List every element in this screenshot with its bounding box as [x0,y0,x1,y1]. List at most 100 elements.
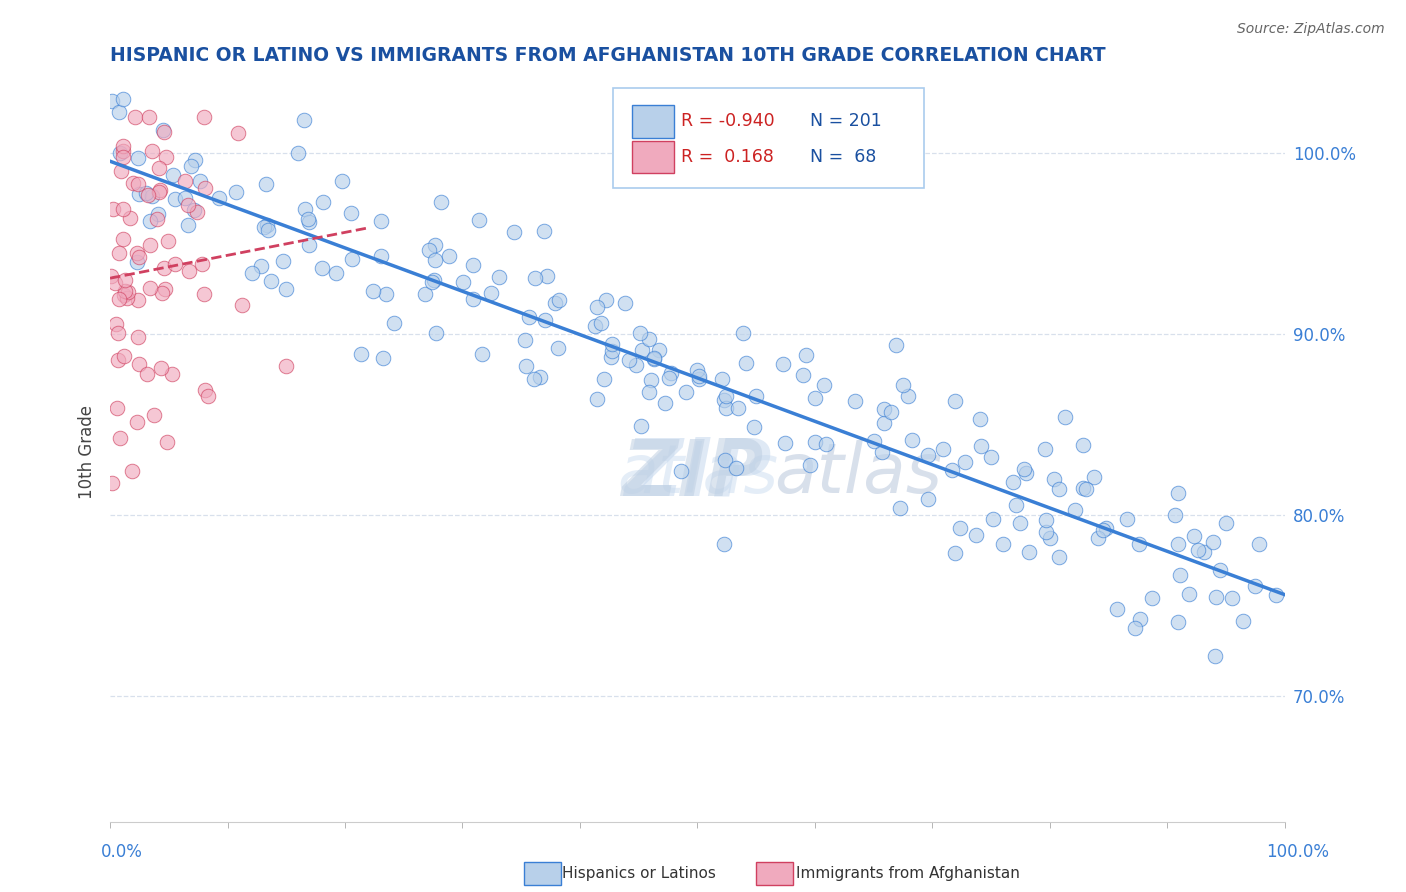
Point [654,396,676,410]
Point [138,110,160,124]
Point [804,391,827,405]
Point [461,292,484,306]
Point [110,163,132,178]
Point [970,438,993,452]
Point [191,257,214,271]
Point [1168,568,1191,582]
Point [363,284,385,298]
Point [287,145,309,160]
Point [194,383,217,397]
Point [225,185,247,199]
Point [257,223,280,237]
Point [112,231,135,245]
Point [600,350,623,364]
Point [1178,587,1201,601]
Point [127,177,149,191]
Point [711,371,734,385]
Point [127,330,149,344]
Point [479,285,502,300]
Text: N =  68: N = 68 [810,148,876,166]
Point [889,500,911,515]
Point [370,249,392,263]
Point [873,401,896,416]
Point [468,212,491,227]
Point [197,389,219,403]
Point [1128,537,1150,551]
Text: R =  0.168: R = 0.168 [681,148,773,166]
Point [688,368,710,383]
Point [141,145,163,159]
Point [173,191,195,205]
Point [429,195,451,210]
Point [149,183,172,197]
Point [993,537,1015,551]
Point [101,476,124,491]
Point [423,237,446,252]
Point [104,277,127,291]
Point [955,455,977,469]
Point [226,126,249,140]
Point [969,411,991,425]
Point [423,273,446,287]
Point [139,238,162,252]
Point [659,366,682,380]
Point [111,92,134,106]
Point [156,234,179,248]
Point [260,274,283,288]
Point [148,185,170,199]
Point [941,462,963,476]
Point [297,212,319,227]
Point [180,159,202,173]
Point [1247,536,1270,550]
Point [152,126,174,140]
Point [815,436,838,450]
Point [1001,475,1024,489]
Point [125,246,148,260]
Point [194,181,217,195]
Point [515,359,537,374]
Point [523,372,546,386]
Point [1140,591,1163,605]
Point [1105,601,1128,615]
Point [312,195,335,210]
Point [1015,466,1038,480]
Point [274,359,297,373]
Point [891,377,914,392]
Point [186,204,208,219]
Point [107,326,129,340]
Point [461,258,484,272]
Point [637,384,659,399]
Point [1005,498,1028,512]
Point [884,338,907,352]
Point [617,352,640,367]
Point [727,401,749,416]
Point [135,186,157,200]
Point [298,215,321,229]
Point [1116,512,1139,526]
Point [1012,462,1035,476]
Point [420,275,443,289]
Point [107,352,129,367]
Point [370,213,392,227]
Point [375,287,398,301]
Point [744,389,766,403]
Point [862,434,884,448]
Point [870,445,893,459]
Point [207,191,229,205]
Point [108,146,131,161]
Point [943,394,966,409]
Point [138,281,160,295]
Point [813,377,835,392]
Point [880,405,903,419]
Point [111,202,134,216]
Point [1047,482,1070,496]
Point [142,409,165,423]
Point [844,394,866,409]
Point [184,153,207,167]
Point [735,356,758,370]
Point [775,436,797,450]
Point [423,253,446,268]
Point [117,285,139,299]
Point [502,225,524,239]
Point [803,434,825,449]
